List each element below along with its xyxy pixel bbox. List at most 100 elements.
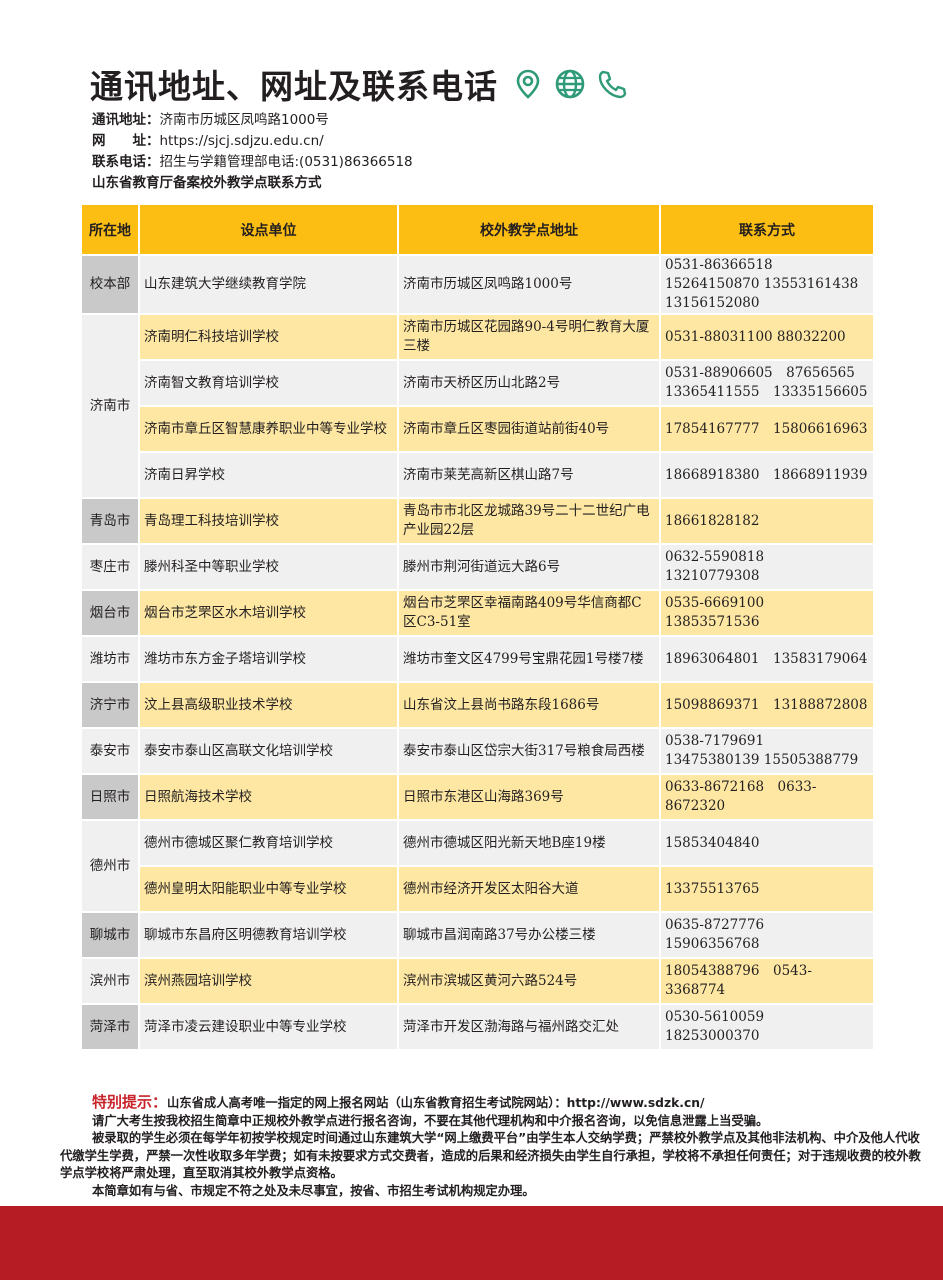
cell-city: 滨州市 — [80, 957, 140, 1005]
table-subtitle: 山东省教育厅备案校外教学点联系方式 — [92, 175, 322, 191]
cell-address: 德州市德城区阳光新天地B座19楼 — [397, 819, 661, 867]
cell-city: 菏泽市 — [80, 1003, 140, 1051]
website-link[interactable]: https://sjcj.sdjzu.edu.cn/ — [159, 133, 324, 149]
table-row: 滨州市 滨州燕园培训学校 滨州市滨城区黄河六路524号 18054388796 054… — [80, 957, 875, 1005]
table-row: 济南智文教育培训学校 济南市天桥区历山北路2号 0531-88906605 8765… — [81, 359, 875, 407]
col-header-contact: 联系方式 — [659, 203, 875, 256]
cell-unit: 青岛理工科技培训学校 — [138, 497, 399, 545]
phone-value: 招生与学籍管理部电话:(0531)86366518 — [159, 154, 413, 170]
table-row: 潍坊市 潍坊市东方金子塔培训学校 潍坊市奎文区4799号宝鼎花园1号楼7楼 18963… — [80, 635, 875, 683]
cell-city: 德州市 — [80, 819, 140, 913]
table-row: 青岛市 青岛理工科技培训学校 青岛市市北区龙城路39号二十二世纪广电产业园22层 18… — [80, 497, 875, 545]
notice-label: 特别提示： — [92, 1093, 168, 1111]
col-header-city: 所在地 — [80, 203, 140, 256]
cell-contact: 15853404840 — [659, 819, 875, 867]
table-row: 济南市章丘区智慧康养职业中等专业学校 济南市章丘区枣园街道站前街40号 178541… — [81, 405, 875, 453]
cell-address: 青岛市市北区龙城路39号二十二世纪广电产业园22层 — [397, 497, 661, 545]
cell-contact: 0531-88031100 88032200 — [659, 313, 875, 361]
location-pin-icon — [516, 69, 540, 99]
cell-unit: 济南日昇学校 — [138, 451, 399, 499]
table-row: 枣庄市 滕州科圣中等职业学校 滕州市荆河街道远大路6号 0632-5590818 13… — [80, 543, 875, 591]
cell-city: 济南市 — [80, 313, 140, 499]
cell-address: 济南市莱芜高新区棋山路7号 — [397, 451, 661, 499]
cell-unit: 潍坊市东方金子塔培训学校 — [138, 635, 399, 683]
title-text: 通讯地址、网址及联系电话 — [90, 67, 498, 106]
cell-contact: 18963064801 13583179064 — [659, 635, 875, 683]
cell-contact: 0530-5610059 18253000370 — [659, 1003, 875, 1051]
cell-contact: 0538-7179691 13475380139 15505388779 — [659, 727, 875, 775]
cell-address: 德州市经济开发区太阳谷大道 — [397, 865, 661, 913]
table-row: 聊城市 聊城市东昌府区明德教育培训学校 聊城市昌润南路37号办公楼三楼 0635-87… — [80, 911, 875, 959]
cell-address: 滕州市荆河街道远大路6号 — [397, 543, 661, 591]
cell-address: 济南市天桥区历山北路2号 — [397, 359, 661, 407]
cell-city: 青岛市 — [80, 497, 140, 545]
address-label: 通讯地址： — [92, 112, 160, 128]
cell-unit: 菏泽市凌云建设职业中等专业学校 — [138, 1003, 399, 1051]
cell-contact: 18668918380 18668911939 — [659, 451, 875, 499]
cell-city: 潍坊市 — [80, 635, 140, 683]
cell-unit: 德州皇明太阳能职业中等专业学校 — [138, 865, 399, 913]
cell-address: 济南市历城区凤鸣路1000号 — [397, 254, 661, 315]
cell-address: 济南市历城区花园路90-4号明仁教育大厦三楼 — [397, 313, 661, 361]
cell-address: 潍坊市奎文区4799号宝鼎花园1号楼7楼 — [397, 635, 661, 683]
page-title: 通讯地址、网址及联系电话 — [90, 60, 628, 108]
cell-city: 泰安市 — [80, 727, 140, 775]
contact-info: 通讯地址：济南市历城区凤鸣路1000号 网 址：https://sjcj.sdj… — [92, 110, 413, 194]
table-row: 济南市 济南明仁科技培训学校 济南市历城区花园路90-4号明仁教育大厦三楼 0531-… — [80, 313, 875, 499]
notice-line-4: 本简章如有与省、市规定不符之处及未尽事宜，按省、市招生考试机构规定办理。 — [92, 1183, 535, 1198]
col-header-unit: 设点单位 — [138, 203, 399, 256]
cell-address: 烟台市芝罘区幸福南路409号华信商都C区C3-51室 — [397, 589, 661, 637]
cell-address: 菏泽市开发区渤海路与福州路交汇处 — [397, 1003, 661, 1051]
cell-contact: 15098869371 13188872808 — [659, 681, 875, 729]
cell-address: 聊城市昌润南路37号办公楼三楼 — [397, 911, 661, 959]
website-label: 网 址： — [92, 133, 160, 149]
cell-city: 校本部 — [80, 254, 140, 315]
cell-contact: 0531-86366518 15264150870 13553161438 13… — [659, 254, 876, 315]
cell-city: 济宁市 — [80, 681, 140, 729]
globe-icon — [555, 69, 585, 99]
cell-contact: 18054388796 0543-3368774 — [659, 957, 875, 1005]
cell-city: 日照市 — [80, 773, 140, 821]
table-header-row: 所在地 设点单位 校外教学点地址 联系方式 — [80, 203, 875, 256]
cell-city: 枣庄市 — [80, 543, 140, 591]
cell-contact: 18661828182 — [659, 497, 875, 545]
special-notice: 特别提示：山东省成人高考唯一指定的网上报名网站（山东省教育招生考试院网站）：ht… — [60, 1093, 930, 1200]
cell-contact: 0633-8672168 0633-8672320 — [659, 773, 875, 821]
cell-address: 泰安市泰山区岱宗大街317号粮食局西楼 — [397, 727, 661, 775]
table-row: 济南日昇学校 济南市莱芜高新区棋山路7号 18668918380 186689119… — [81, 451, 875, 499]
cell-unit: 滕州科圣中等职业学校 — [138, 543, 399, 591]
cell-unit: 汶上县高级职业技术学校 — [138, 681, 399, 729]
phone-label: 联系电话： — [92, 154, 160, 170]
table-row: 菏泽市 菏泽市凌云建设职业中等专业学校 菏泽市开发区渤海路与福州路交汇处 0530-5… — [80, 1003, 875, 1051]
cell-unit: 济南智文教育培训学校 — [138, 359, 399, 407]
footer-band — [0, 1206, 943, 1280]
phone-icon — [598, 70, 627, 99]
cell-contact: 0632-5590818 13210779308 — [659, 543, 875, 591]
table-row: 德州皇明太阳能职业中等专业学校 德州市经济开发区太阳谷大道 13375513765 — [81, 865, 875, 913]
cell-unit: 烟台市芝罘区水木培训学校 — [138, 589, 399, 637]
cell-address: 日照市东港区山海路369号 — [397, 773, 661, 821]
notice-line-1: 山东省成人高考唯一指定的网上报名网站（山东省教育招生考试院网站）：http://… — [167, 1096, 705, 1110]
notice-line-3: 被录取的学生必须在每学年初按学校规定时间通过山东建筑大学“网上缴费平台”由学生本… — [60, 1131, 921, 1180]
cell-contact: 13375513765 — [659, 865, 875, 913]
cell-unit: 泰安市泰山区高联文化培训学校 — [138, 727, 399, 775]
cell-contact: 17854167777 15806616963 — [659, 405, 875, 453]
cell-unit: 滨州燕园培训学校 — [138, 957, 399, 1005]
cell-unit: 济南市章丘区智慧康养职业中等专业学校 — [138, 405, 399, 453]
cell-address: 济南市章丘区枣园街道站前街40号 — [397, 405, 661, 453]
cell-contact: 0531-88906605 87656565 13365411555 13335… — [659, 359, 875, 407]
col-header-address: 校外教学点地址 — [397, 203, 661, 256]
cell-city: 烟台市 — [80, 589, 140, 637]
table-row: 德州市 德州市德城区聚仁教育培训学校 德州市德城区阳光新天地B座19楼 1585340… — [80, 819, 875, 913]
table-row: 泰安市 泰安市泰山区高联文化培训学校 泰安市泰山区岱宗大街317号粮食局西楼 0538… — [80, 727, 875, 775]
cell-unit: 聊城市东昌府区明德教育培训学校 — [138, 911, 399, 959]
cell-unit: 日照航海技术学校 — [138, 773, 399, 821]
cell-address: 山东省汶上县尚书路东段1686号 — [397, 681, 661, 729]
cell-address: 滨州市滨城区黄河六路524号 — [397, 957, 661, 1005]
cell-unit: 山东建筑大学继续教育学院 — [138, 254, 399, 315]
table-row: 烟台市 烟台市芝罘区水木培训学校 烟台市芝罘区幸福南路409号华信商都C区C3-51… — [80, 589, 875, 637]
cell-contact: 0535-6669100 13853571536 — [659, 589, 875, 637]
cell-unit: 德州市德城区聚仁教育培训学校 — [138, 819, 399, 867]
address-value: 济南市历城区凤鸣路1000号 — [159, 112, 329, 128]
cell-city: 聊城市 — [80, 911, 140, 959]
